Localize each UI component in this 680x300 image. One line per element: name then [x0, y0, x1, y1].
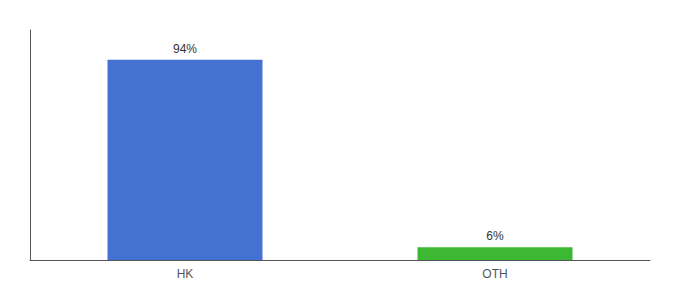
- svg-text:HK: HK: [177, 267, 194, 281]
- svg-text:OTH: OTH: [482, 267, 507, 281]
- svg-text:6%: 6%: [486, 229, 504, 243]
- svg-text:94%: 94%: [173, 42, 197, 56]
